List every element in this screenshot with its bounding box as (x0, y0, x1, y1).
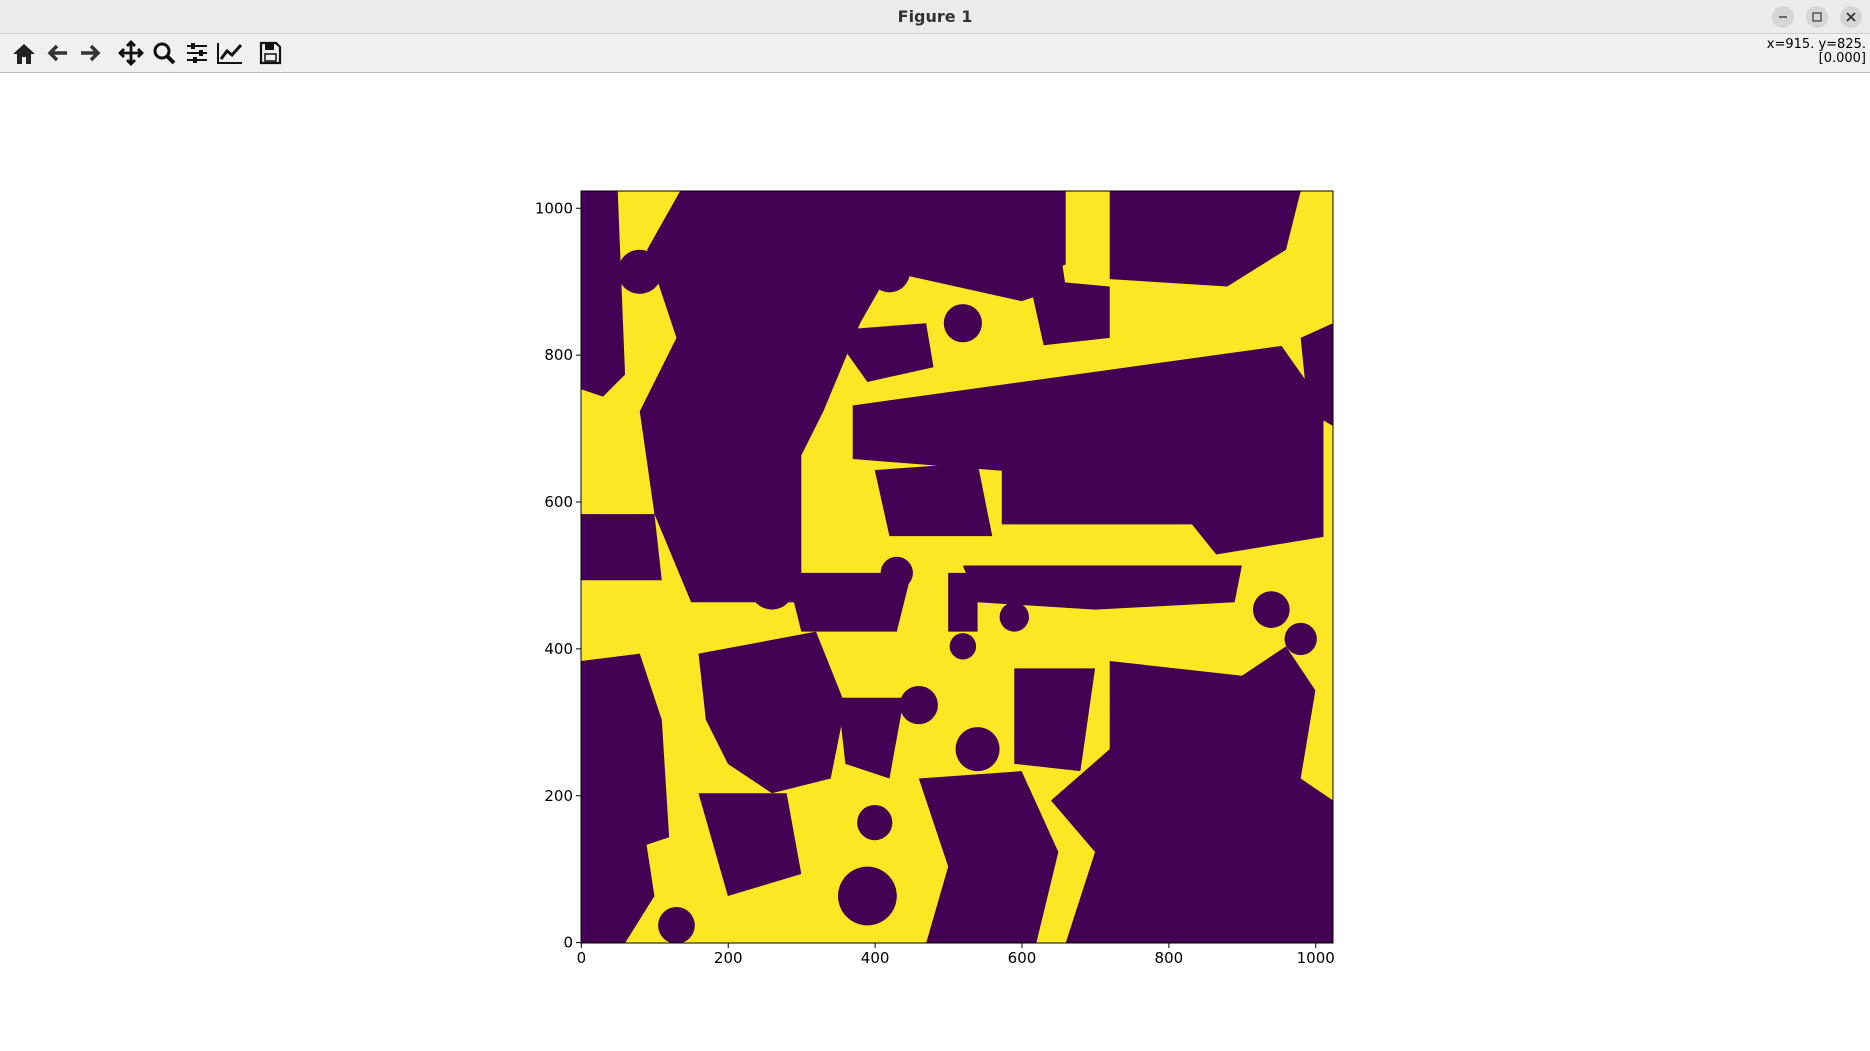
status-value: [0.000] (1818, 51, 1866, 66)
maximize-button[interactable] (1806, 6, 1828, 28)
x-tick-label: 1000 (1297, 949, 1335, 967)
image (581, 191, 1333, 943)
x-tick-label: 200 (714, 949, 743, 967)
y-tick-label: 200 (544, 787, 573, 805)
y-tick-label: 400 (544, 640, 573, 658)
figure: 0 200 400 600 800 1000 0 200 400 600 800 1000 (535, 190, 1335, 967)
minimize-button[interactable] (1772, 6, 1794, 28)
image-regions (581, 191, 1333, 943)
x-tick-label: 600 (1008, 949, 1037, 967)
axes-frame (580, 190, 1334, 944)
toolbar: x=915. y=825. [0.000] (0, 34, 1870, 73)
y-tick-label: 600 (544, 493, 573, 511)
pan-button[interactable] (116, 39, 146, 67)
home-button[interactable] (9, 39, 39, 67)
configure-button[interactable] (182, 39, 212, 67)
title-bar: Figure 1 (0, 0, 1870, 34)
x-tick-label: 0 (577, 949, 587, 967)
x-tick-label: 800 (1155, 949, 1184, 967)
status-coords: x=915. y=825. (1766, 37, 1866, 52)
y-tick-label: 0 (563, 934, 573, 952)
back-button[interactable] (43, 39, 73, 67)
close-button[interactable] (1840, 6, 1862, 28)
zoom-button[interactable] (149, 39, 179, 67)
x-tick-label: 400 (861, 949, 890, 967)
window-title: Figure 1 (897, 7, 973, 26)
edit-axes-button[interactable] (215, 39, 245, 67)
save-button[interactable] (255, 39, 285, 67)
y-tick-label: 1000 (535, 199, 573, 217)
status-text: x=915. y=825. [0.000] (1767, 38, 1866, 66)
forward-button[interactable] (75, 39, 105, 67)
y-tick-label: 800 (544, 346, 573, 364)
